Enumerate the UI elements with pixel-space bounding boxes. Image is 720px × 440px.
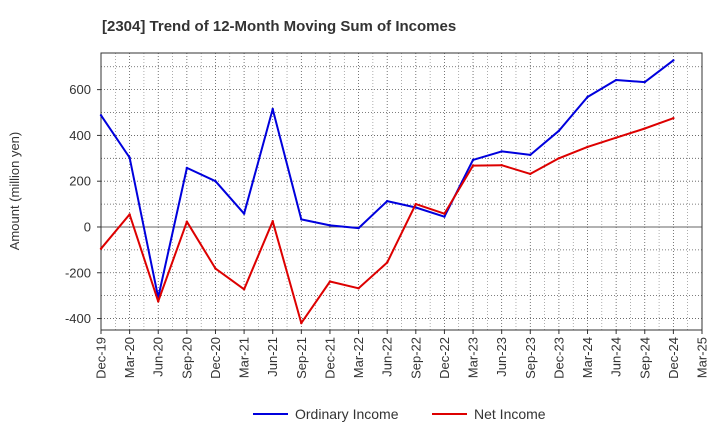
data-point [271,220,274,223]
data-point [500,150,503,153]
data-point [185,220,189,223]
x-tick-label: Mar-21 [237,337,252,378]
data-point [328,224,332,227]
legend-label: Net Income [474,406,546,422]
legend-label: Ordinary Income [295,406,399,422]
data-point [529,153,532,157]
data-point [586,95,589,99]
data-point [443,215,446,218]
y-axis-label: Amount (million yen) [7,132,22,251]
x-tick-label: Dec-24 [666,337,681,379]
data-point [214,267,217,270]
data-point [443,212,446,215]
x-tick-label: Sep-24 [637,337,652,379]
data-point [614,136,618,139]
data-point [557,157,561,160]
data-point [385,199,389,203]
x-tick-label: Jun-20 [151,337,166,377]
data-point [529,172,532,176]
data-point [471,164,475,167]
data-point [99,247,103,250]
data-point [643,127,646,130]
data-point [357,226,360,230]
x-tick-label: Jun-24 [609,337,624,377]
y-tick-label: 0 [84,219,91,234]
legend: Ordinary Income Net Income [253,406,546,422]
x-tick-label: Jun-21 [265,337,280,377]
series-layer [99,59,675,325]
data-point [643,80,646,84]
x-tick-label: Sep-22 [408,337,423,379]
data-point [586,145,589,149]
data-point [271,107,274,111]
data-point [500,163,503,167]
x-tick-label: Mar-25 [695,337,710,378]
data-point [300,218,303,221]
data-point [672,59,675,62]
data-point [357,287,360,290]
y-tick-label: -200 [65,265,91,280]
axes: -400 -200 0 200 400 600 Dec-19 Mar-20 Jun-20 Sep-… [65,52,710,379]
data-point [185,166,189,170]
x-tick-label: Dec-22 [437,337,452,379]
x-tick-label: Jun-23 [494,337,509,377]
y-tick-label: 600 [69,82,91,97]
data-point [157,300,160,303]
x-tick-label: Mar-23 [466,337,481,378]
data-point [557,129,561,133]
x-tick-label: Dec-23 [551,337,566,379]
data-point [242,212,246,215]
x-tick-label: Sep-23 [523,337,538,379]
data-point [214,179,217,183]
x-tick-label: Sep-21 [294,337,309,379]
y-tick-label: 400 [69,128,91,143]
y-tick-label: -400 [65,311,91,326]
x-tick-label: Dec-19 [94,337,109,379]
chart-title: [2304] Trend of 12-Month Moving Sum of I… [102,18,456,35]
grid [100,53,703,330]
x-tick-label: Mar-22 [351,337,366,378]
plot-frame [100,52,703,331]
data-point [614,78,618,82]
data-point [672,117,675,120]
data-point [300,321,303,325]
data-point [128,156,131,159]
x-tick-label: Dec-21 [322,337,337,379]
x-tick-label: Sep-20 [179,337,194,379]
data-point [128,213,131,216]
y-tick-label: 200 [69,174,91,189]
x-tick-label: Mar-20 [122,337,137,378]
x-tick-label: Dec-20 [208,337,223,379]
data-point [328,280,332,283]
data-point [385,261,389,264]
x-tick-label: Jun-22 [380,337,395,377]
data-point [242,288,246,291]
data-point [414,202,418,206]
data-point [99,114,103,117]
data-point [471,158,475,162]
x-tick-label: Mar-24 [580,337,595,378]
